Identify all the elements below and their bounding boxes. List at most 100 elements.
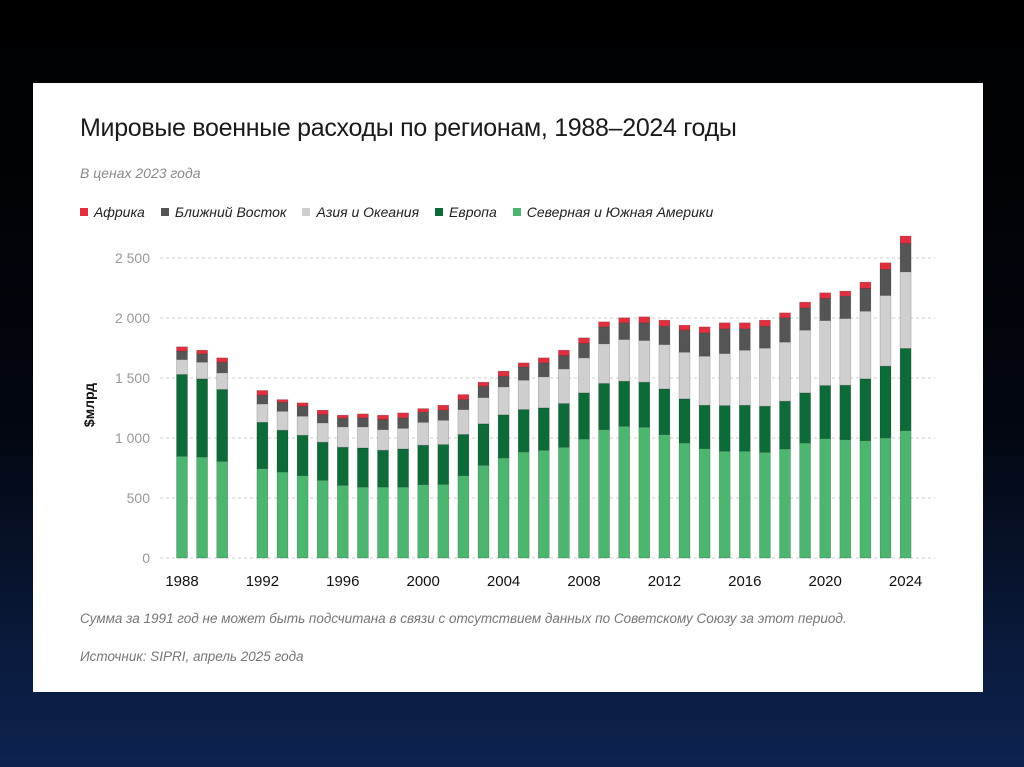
bar-segment (698, 355, 711, 406)
bar-segment (457, 399, 470, 410)
bar-segment (598, 429, 610, 559)
bar-segment (759, 405, 771, 453)
bar-segment (899, 271, 912, 349)
bar-segment (517, 409, 530, 453)
bar-segment (357, 447, 369, 488)
bar-segment (296, 434, 309, 476)
bar-segment (578, 357, 590, 394)
bar-segment (799, 301, 811, 309)
legend-swatch (302, 208, 311, 216)
bar-segment (417, 484, 430, 559)
bar-segment (196, 353, 208, 363)
bar-segment (276, 399, 289, 403)
bar-segment (397, 486, 409, 559)
legend-swatch (512, 208, 521, 216)
legend-item: Азия и Океания (302, 204, 419, 220)
bar-segment (638, 340, 651, 383)
bar-segment (698, 448, 711, 559)
x-tick-label: 2020 (809, 573, 842, 590)
legend: Африка Ближний Восток Азия и Океания Европа… (80, 204, 713, 220)
bar-segment (336, 446, 349, 486)
bar-segment (618, 322, 631, 340)
x-tick-label: 1996 (326, 573, 359, 590)
bar-segment (196, 456, 208, 559)
bar-segment (336, 484, 349, 559)
bar-segment (638, 426, 651, 559)
bar-segment (879, 295, 892, 367)
bar-segment (216, 389, 228, 462)
legend-label: Азия и Океания (316, 204, 420, 220)
y-tick-label: 500 (127, 490, 151, 506)
bar-segment (718, 450, 731, 559)
bar-segment (558, 355, 570, 370)
bar-segment (517, 366, 530, 381)
bar-segment (437, 419, 450, 445)
bar-segment (336, 414, 349, 419)
bar-segment (738, 349, 751, 406)
bar-segment (718, 322, 731, 330)
bar-segment (457, 434, 470, 476)
bar-segment (799, 392, 811, 444)
bar-segment (638, 322, 651, 341)
bar-segment (457, 409, 470, 435)
bar-segment (678, 329, 691, 353)
bar-segment (859, 378, 872, 441)
bar-segment (819, 385, 832, 439)
bar-segment (558, 403, 570, 448)
bar-segment (457, 394, 470, 400)
x-tick-label: 2012 (648, 573, 681, 590)
bar-segment (196, 378, 208, 458)
bar-segment (377, 414, 389, 420)
bar-segment (296, 415, 309, 436)
legend-label: Ближний Восток (174, 204, 287, 220)
bar-segment (316, 414, 329, 424)
bar-segment (497, 414, 510, 459)
bar-segment (296, 475, 309, 559)
x-tick-label: 2024 (889, 573, 922, 590)
bar-segment (417, 408, 430, 413)
bar-segment (316, 409, 329, 415)
x-tick-label: 2008 (567, 573, 600, 590)
bar-segment (558, 446, 570, 559)
bar-segment (477, 464, 490, 559)
bar-segment (537, 376, 550, 409)
bar-segment (859, 281, 872, 289)
bar-segment (176, 374, 188, 457)
bar-segment (397, 427, 409, 450)
y-tick-label: 1 500 (115, 370, 150, 386)
bar-segment (537, 449, 550, 559)
y-tick-label: 1 000 (115, 430, 150, 446)
bar-segment (779, 317, 791, 343)
bar-segment (497, 457, 510, 559)
bar-segment (497, 375, 510, 388)
bar-segment (397, 412, 409, 419)
bar-segment (296, 402, 309, 407)
bar-segment (497, 386, 510, 416)
bar-segment (759, 319, 771, 327)
y-tick-label: 2 500 (115, 250, 150, 266)
bar-segment (799, 329, 811, 394)
bar-segment (578, 438, 590, 559)
bar-segment (698, 326, 711, 334)
bar-segment (517, 379, 530, 410)
bar-segment (779, 312, 791, 319)
bar-segment (477, 397, 490, 425)
y-tick-label: 0 (142, 550, 150, 566)
bar-segment (638, 381, 651, 428)
bar-segment (578, 337, 590, 344)
x-tick-label: 2016 (728, 573, 761, 590)
bar-segment (276, 471, 289, 559)
bar-segment (216, 372, 228, 390)
bar-segment (336, 426, 349, 448)
bar-segment (296, 405, 309, 417)
bar-segment (477, 385, 490, 398)
legend-swatch (160, 208, 169, 216)
bar-segment (417, 411, 430, 423)
bar-segment (658, 344, 671, 390)
bar-segment (437, 444, 450, 485)
bar-segment (618, 317, 631, 324)
bar-segment (899, 243, 912, 273)
bar-segment (517, 451, 530, 559)
bar-segment (316, 422, 329, 443)
bar-segment (457, 475, 470, 559)
